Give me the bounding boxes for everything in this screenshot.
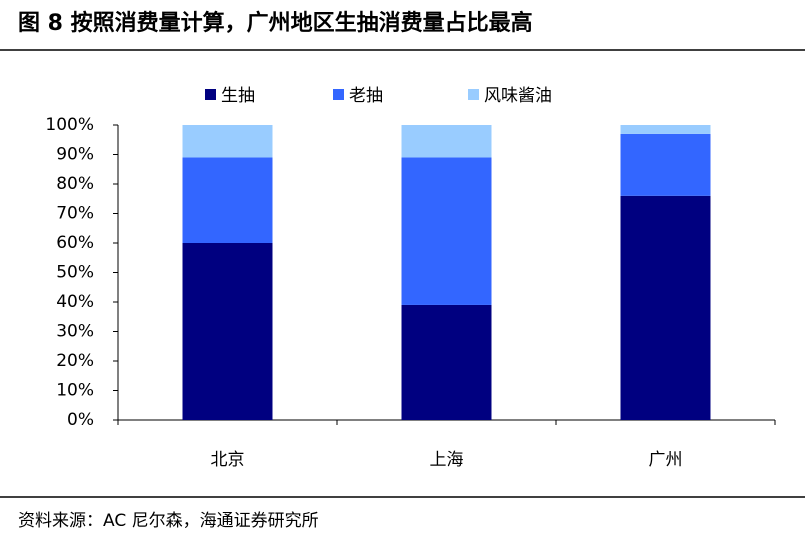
y-tick-label: 70% bbox=[56, 204, 94, 224]
chart-title: 图 8 按照消费量计算，广州地区生抽消费量占比最高 bbox=[18, 10, 533, 36]
y-tick-label: 30% bbox=[56, 322, 94, 342]
legend-swatch bbox=[333, 89, 344, 100]
legend-label: 老抽 bbox=[349, 86, 383, 106]
y-tick-label: 10% bbox=[56, 381, 94, 401]
legend-label: 生抽 bbox=[221, 86, 255, 106]
bar-segment bbox=[401, 304, 492, 420]
bar-segment bbox=[182, 157, 273, 243]
bar-segment bbox=[401, 157, 492, 305]
y-tick-label: 20% bbox=[56, 351, 94, 371]
y-tick-label: 40% bbox=[56, 292, 94, 312]
y-tick-label: 80% bbox=[56, 174, 94, 194]
legend-label: 风味酱油 bbox=[484, 86, 552, 106]
y-tick-label: 0% bbox=[67, 410, 94, 430]
y-tick-label: 90% bbox=[56, 145, 94, 165]
bar-segment bbox=[182, 125, 273, 158]
bar-segment bbox=[620, 195, 711, 420]
bar-segment bbox=[620, 125, 711, 134]
bar-segment bbox=[182, 243, 273, 420]
legend-swatch bbox=[468, 89, 479, 100]
x-tick-label: 上海 bbox=[430, 450, 464, 470]
x-tick-label: 广州 bbox=[649, 450, 683, 470]
y-tick-label: 100% bbox=[45, 115, 94, 135]
source: 资料来源：AC 尼尔森，海通证券研究所 bbox=[18, 511, 319, 531]
x-tick-label: 北京 bbox=[211, 450, 245, 470]
y-tick-label: 50% bbox=[56, 263, 94, 283]
y-tick-label: 60% bbox=[56, 233, 94, 253]
bar-segment bbox=[620, 133, 711, 196]
legend-swatch bbox=[205, 89, 216, 100]
bar-segment bbox=[401, 125, 492, 158]
